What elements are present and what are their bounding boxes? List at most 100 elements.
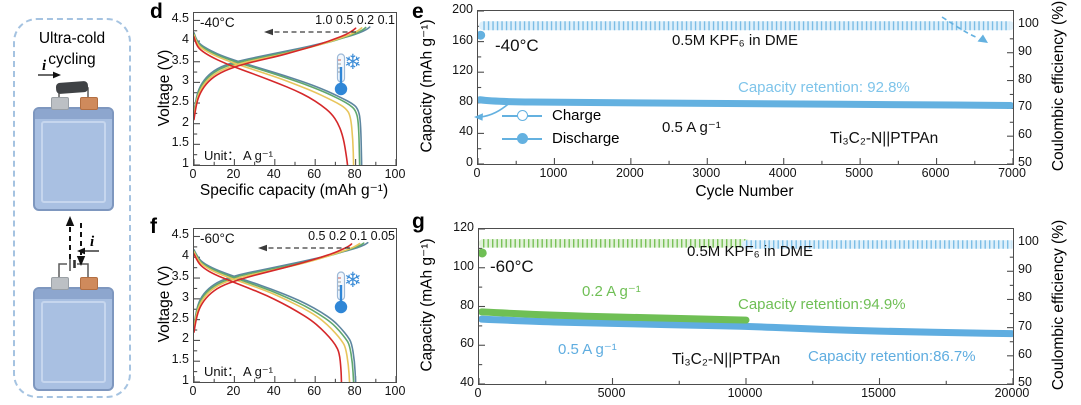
tick-label: 80: [347, 384, 362, 398]
panel-d: d Voltage (V) Specific capacity (mAh g⁻¹…: [150, 0, 415, 205]
tick-label: 3: [182, 289, 189, 304]
tick-label: 0: [474, 386, 482, 400]
schematic-title: Ultra-cold cycling: [13, 28, 131, 70]
cell-name-label: Ti₃C₂-N||PTPAn: [672, 351, 781, 368]
series-line: [194, 253, 343, 382]
tick-label: 0: [189, 384, 197, 398]
tick-label: 4000: [768, 166, 797, 180]
rate-direction-arrow: [258, 244, 350, 252]
current-label: i: [90, 234, 95, 250]
tick-label: 40: [266, 167, 281, 181]
legend: Charge Discharge: [502, 104, 620, 150]
snowflake-icon: ❄: [344, 268, 362, 292]
schematic-title-line2: cycling: [48, 51, 96, 68]
tick-label: 40: [459, 124, 473, 139]
tick-label: 80: [459, 93, 473, 108]
series-line: [194, 36, 349, 165]
tick-label: 200: [452, 2, 473, 16]
series-point: [478, 30, 486, 40]
series-line: [194, 27, 357, 121]
legend-charge-label: Charge: [552, 107, 602, 124]
tick-label: 2000: [615, 166, 644, 180]
tick-label: 6000: [921, 166, 950, 180]
ultracold-cycling-schematic: Ultra-cold cycling i i: [0, 0, 150, 405]
tick-label: 5000: [597, 386, 626, 400]
tick-label: 70: [1018, 99, 1032, 114]
tick-label: 100: [453, 258, 474, 273]
tick-label: 50: [1018, 375, 1032, 389]
tick-label: 80: [460, 297, 474, 312]
series-line: [194, 248, 357, 382]
thermometer-icon: [334, 53, 348, 96]
plot-area: [478, 228, 1014, 385]
plot-area: [193, 12, 397, 166]
tick-label: 80: [347, 167, 362, 181]
terminal-positive: [80, 277, 98, 290]
capacity-retention-blue: Capacity retention:86.7%: [808, 348, 976, 365]
capacity-retention-green: Capacity retention:94.9%: [738, 296, 906, 313]
cell-name-label: Ti₃C₂-N||PTPAn: [830, 130, 939, 147]
tick-label: 40: [460, 375, 474, 389]
tick-label: 60: [307, 167, 322, 181]
charge-marker-icon: [502, 110, 542, 121]
tick-label: 0: [473, 166, 481, 180]
legend-charge-row: Charge: [502, 104, 620, 127]
battery-cell-top: [33, 107, 114, 211]
tick-label: 4.5: [171, 11, 189, 26]
tick-label: 60: [307, 384, 322, 398]
tick-label: 15000: [861, 386, 896, 400]
temperature-label: -40°C: [200, 15, 235, 30]
rate-label-green: 0.2 A g⁻¹: [582, 283, 641, 300]
legend-discharge-label: Discharge: [552, 130, 620, 147]
discharge-marker-icon: [502, 133, 542, 144]
tick-label: 60: [460, 336, 474, 351]
legend-discharge-row: Discharge: [502, 127, 620, 150]
tick-label: 60: [1018, 346, 1032, 361]
panel-f: f Voltage (V) -60°C 0.5 0.2 0.1 0.05 Uni…: [150, 212, 415, 405]
panel-label: g: [412, 210, 425, 233]
terminal-positive: [80, 97, 98, 110]
tick-label: 0: [189, 167, 197, 181]
axis-pointer-arrow: [474, 98, 515, 121]
tick-label: 100: [384, 384, 406, 398]
capacity-retention-label: Capacity retention: 92.8%: [738, 79, 910, 96]
tick-label: 3.5: [171, 52, 189, 67]
electrolyte-label: 0.5M KPF₆ in DME: [686, 243, 814, 260]
snowflake-icon: ❄: [344, 50, 362, 74]
tick-label: 1.5: [171, 352, 189, 367]
battery-inner: [41, 301, 106, 383]
tick-label: 4: [182, 248, 189, 263]
tick-label: 4.5: [171, 227, 189, 242]
plot-area: [477, 10, 1014, 165]
panel-g: g Capacity (mAh g⁻¹) Coulombic efficienc…: [410, 205, 1081, 405]
tick-label: 80: [1018, 71, 1032, 86]
temperature-label: -60°C: [490, 257, 534, 276]
rate-direction-arrow: [264, 28, 356, 36]
y-axis-title: Capacity (mAh g⁻¹): [418, 19, 436, 153]
thermometer-icon: [334, 271, 348, 314]
rate-label-blue: 0.5 A g⁻¹: [558, 341, 617, 358]
tick-label: 120: [452, 63, 473, 78]
series-line: [194, 249, 355, 382]
tick-label: 60: [1018, 127, 1032, 142]
tick-label: 70: [1018, 318, 1032, 333]
series-line: [479, 315, 1013, 338]
tick-label: 90: [1018, 43, 1032, 58]
y-axis-title: Capacity (mAh g⁻¹): [418, 238, 436, 372]
cold-temperature-icon: ❄: [333, 268, 373, 318]
tick-label: 80: [1018, 290, 1032, 305]
tick-label: 1: [182, 373, 189, 387]
series-line: [194, 243, 353, 333]
series-line: [194, 34, 355, 165]
cold-temperature-icon: ❄: [333, 50, 373, 100]
tick-label: 2.5: [171, 310, 189, 325]
unit-note: Unit： A g⁻¹: [204, 364, 273, 379]
tick-label: 1: [182, 156, 189, 170]
panel-label: e: [412, 0, 424, 23]
tick-label: 160: [452, 32, 473, 47]
rate-labels: 1.0 0.5 0.2 0.1: [315, 13, 395, 27]
tick-label: 5000: [845, 166, 874, 180]
series-line: [194, 32, 361, 165]
tick-label: 2: [182, 114, 189, 129]
tick-label: 50: [1018, 155, 1032, 169]
